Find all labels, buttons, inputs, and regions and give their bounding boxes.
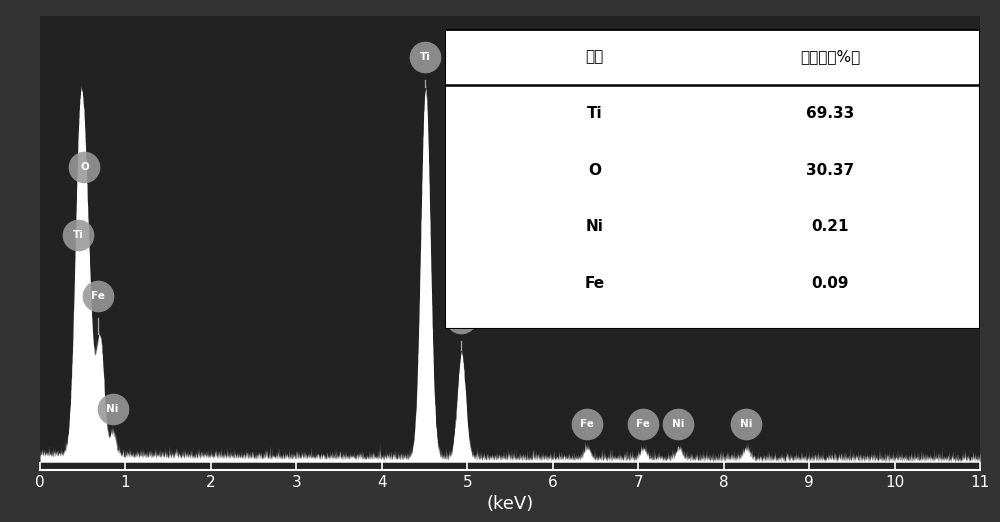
Text: Fe: Fe [580, 419, 594, 430]
Text: Ni: Ni [740, 419, 752, 430]
Text: O: O [588, 163, 601, 178]
Text: Ti: Ti [73, 230, 84, 240]
Text: Fe: Fe [636, 419, 650, 430]
Text: O: O [80, 162, 89, 172]
Point [70, 231, 86, 239]
Point [635, 420, 651, 429]
Point [90, 291, 106, 300]
Text: Ti: Ti [456, 313, 467, 324]
Point [670, 420, 686, 429]
Text: Ni: Ni [106, 404, 119, 414]
Text: 69.33: 69.33 [806, 106, 854, 121]
Text: 原子比（%）: 原子比（%） [800, 50, 860, 65]
Text: Ni: Ni [586, 219, 604, 234]
Point [105, 405, 121, 413]
Text: Ni: Ni [672, 419, 685, 430]
Text: 30.37: 30.37 [806, 163, 854, 178]
Point [579, 420, 595, 429]
X-axis label: (keV): (keV) [486, 495, 534, 513]
Text: Fe: Fe [585, 276, 605, 291]
Text: 0.21: 0.21 [811, 219, 849, 234]
Text: Ti: Ti [587, 106, 603, 121]
Point [417, 53, 433, 62]
Point [76, 163, 92, 171]
Text: 0.09: 0.09 [811, 276, 849, 291]
FancyBboxPatch shape [445, 29, 980, 329]
Text: 元素: 元素 [586, 50, 604, 65]
Point [738, 420, 754, 429]
Text: Ti: Ti [420, 52, 431, 62]
Point [453, 314, 469, 323]
Text: Fe: Fe [91, 291, 105, 301]
